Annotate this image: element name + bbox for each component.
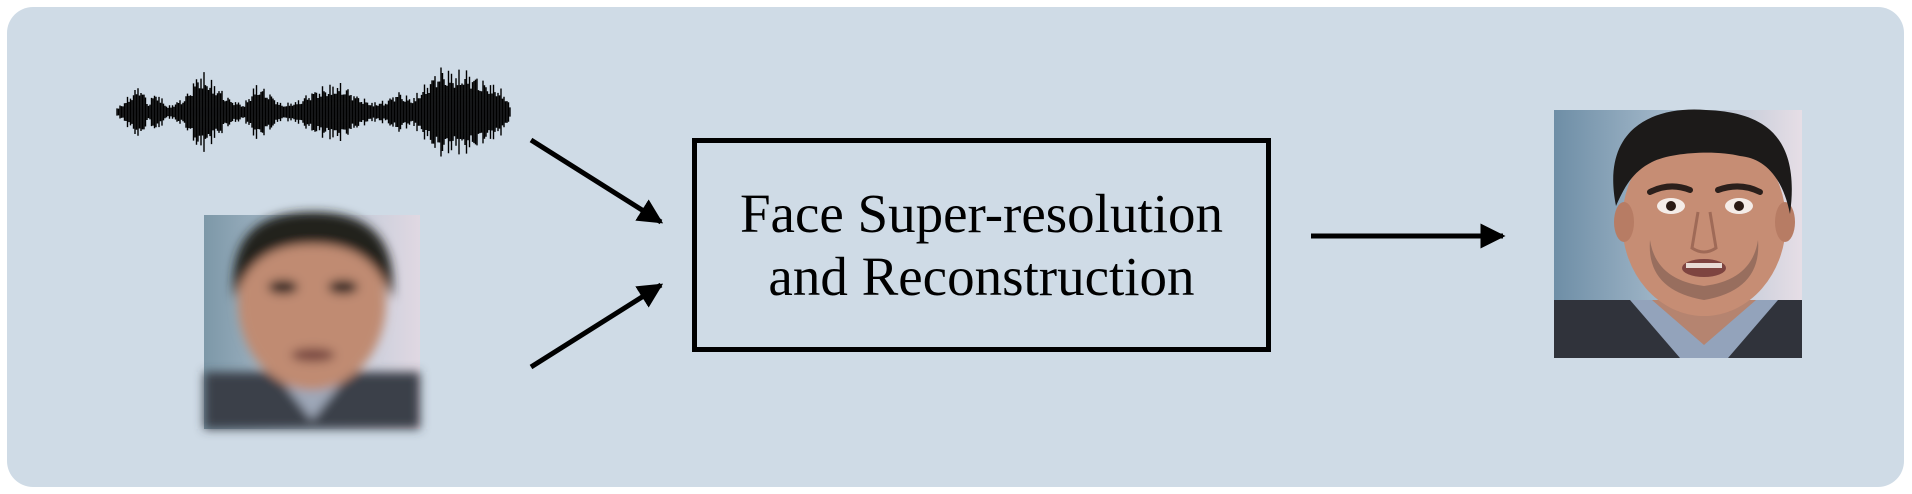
- arrow-audio-to-process: [529, 137, 664, 225]
- process-label-line-1: Face Super-resolution: [739, 183, 1224, 244]
- low-resolution-face-image: [204, 212, 420, 429]
- audio-waveform-icon: [116, 67, 511, 157]
- high-resolution-face-image: [1554, 109, 1802, 358]
- face-super-resolution-box: Face Super-resolution and Reconstruction: [692, 138, 1271, 352]
- process-label-line-2: and Reconstruction: [768, 246, 1195, 307]
- process-label: Face Super-resolution and Reconstruction: [740, 182, 1223, 308]
- arrow-face-to-process: [529, 282, 664, 370]
